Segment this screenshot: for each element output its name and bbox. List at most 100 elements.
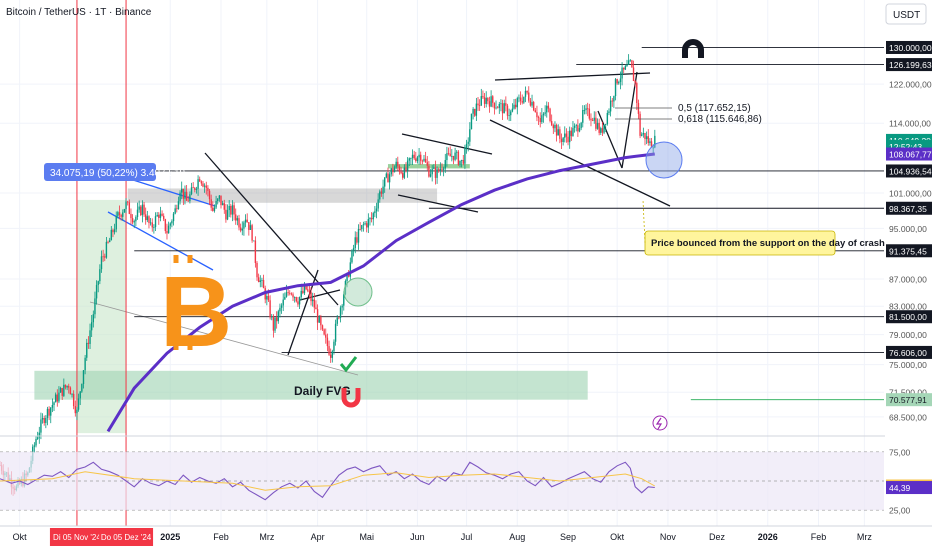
price-axis-label: 122.000,00 bbox=[889, 80, 932, 90]
candle-body bbox=[624, 66, 627, 70]
candle-body bbox=[634, 81, 636, 84]
candle-body bbox=[254, 240, 257, 263]
candle-body bbox=[269, 300, 271, 318]
price-axis-label: 108.067,77 bbox=[889, 150, 932, 160]
time-marker-label: Do 05 Dez '24 bbox=[101, 533, 152, 542]
rsi-axis-label: 44,39 bbox=[889, 483, 911, 493]
candle-body bbox=[554, 124, 556, 129]
bounce-circle bbox=[645, 141, 683, 179]
candle-body bbox=[212, 207, 214, 211]
currency-button[interactable] bbox=[885, 3, 927, 25]
candle-body bbox=[153, 227, 155, 228]
candle-body bbox=[223, 203, 225, 210]
candle-body bbox=[472, 108, 474, 114]
candle-body bbox=[243, 222, 245, 229]
rsi-ma-line bbox=[0, 471, 656, 491]
candle-body bbox=[138, 206, 140, 210]
candle-body bbox=[428, 165, 430, 177]
candle-body bbox=[572, 127, 574, 137]
candle-body bbox=[105, 241, 108, 258]
candle-body bbox=[308, 290, 311, 293]
candle-body bbox=[559, 129, 561, 139]
candle-body bbox=[405, 167, 407, 171]
price-axis-label-box bbox=[886, 147, 932, 161]
candle-body bbox=[256, 262, 258, 278]
candle-body bbox=[564, 133, 566, 138]
candle-body bbox=[526, 90, 528, 93]
candle-body bbox=[325, 334, 327, 338]
candle-body bbox=[244, 219, 247, 223]
candle-body bbox=[329, 354, 332, 358]
candle-body bbox=[179, 192, 181, 202]
candle-body bbox=[464, 147, 466, 164]
candle-body bbox=[575, 125, 577, 126]
candle-body bbox=[163, 215, 165, 220]
candle-body bbox=[277, 311, 279, 322]
candle-body bbox=[621, 67, 623, 79]
candle-body bbox=[90, 322, 93, 331]
candle-body bbox=[172, 213, 175, 222]
candle-body bbox=[568, 130, 571, 143]
checkmark-icon bbox=[339, 356, 358, 373]
candle-body bbox=[495, 107, 497, 109]
candle-body bbox=[251, 225, 253, 241]
candle-body bbox=[56, 394, 58, 402]
grey-zone bbox=[127, 188, 438, 203]
time-axis[interactable]: Okt Di 05 Nov '24 Do 05 Dez '24 2025 Feb Mrz A… bbox=[0, 525, 932, 546]
candle-body bbox=[125, 201, 127, 210]
magnet-icon-top bbox=[682, 39, 704, 58]
candle-body bbox=[110, 229, 113, 241]
candle-body bbox=[339, 307, 342, 318]
candle-body bbox=[393, 167, 396, 173]
candle-body bbox=[321, 325, 324, 330]
candle-body bbox=[246, 219, 248, 223]
candle-body bbox=[190, 187, 193, 195]
price-axis-label: 68.500,00 bbox=[889, 412, 927, 422]
candle-body bbox=[577, 125, 579, 132]
candle-body bbox=[140, 206, 142, 216]
flag-top-line bbox=[401, 133, 493, 155]
candle-body bbox=[51, 404, 54, 408]
candle-body bbox=[146, 216, 149, 221]
candle-body bbox=[493, 102, 496, 109]
candle-body bbox=[174, 208, 176, 214]
candle-body bbox=[519, 97, 522, 102]
candle-body bbox=[50, 407, 52, 416]
candle-body bbox=[542, 113, 545, 116]
currency-label: USDT bbox=[893, 10, 920, 21]
candle-body bbox=[102, 256, 104, 258]
candle-body bbox=[424, 158, 427, 163]
candle-body bbox=[429, 174, 432, 177]
price-axis[interactable]: 130.000,00 126.199,63 122.000,00 114.000,00… bbox=[885, 0, 932, 526]
ema-200-line bbox=[106, 152, 655, 433]
time-axis-label: Jun bbox=[410, 532, 425, 542]
candle-body bbox=[66, 385, 68, 388]
candle-body bbox=[485, 97, 487, 104]
candle-body bbox=[420, 154, 422, 161]
candle-body bbox=[395, 161, 397, 168]
candle-body bbox=[77, 398, 80, 410]
candle-body bbox=[338, 317, 340, 319]
candle-body bbox=[516, 98, 519, 108]
candle-body bbox=[480, 96, 482, 106]
candle-body bbox=[202, 183, 204, 187]
candle-body bbox=[524, 90, 527, 97]
candle-body bbox=[434, 167, 437, 178]
candle-body bbox=[578, 128, 581, 132]
candle-body bbox=[438, 169, 440, 172]
candle-body bbox=[122, 212, 124, 217]
time-axis-label: Feb bbox=[213, 532, 229, 542]
candle-body bbox=[86, 342, 88, 358]
candle-body bbox=[518, 97, 520, 99]
candle-body bbox=[487, 97, 489, 102]
candle-body bbox=[203, 185, 206, 187]
candle-body bbox=[87, 342, 90, 344]
candle-body bbox=[441, 168, 443, 170]
candle-body bbox=[33, 445, 36, 447]
candle-body bbox=[452, 155, 455, 160]
candle-body bbox=[323, 329, 325, 335]
candle-body bbox=[380, 191, 383, 194]
candle-body bbox=[169, 223, 171, 226]
candle-body bbox=[292, 294, 294, 298]
